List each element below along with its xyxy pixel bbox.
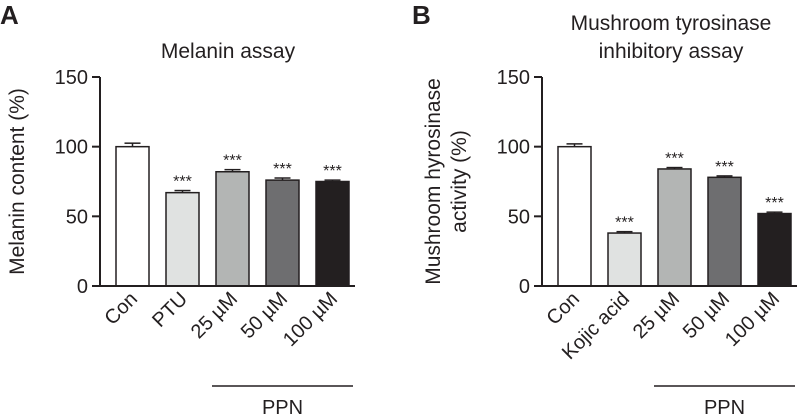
panel-b-bar xyxy=(657,168,692,287)
panel-a-category-label: PTU xyxy=(148,288,192,332)
panel-a-significance-label: *** xyxy=(323,163,342,180)
panel-a-y-axis-label: Melanin content (%) xyxy=(6,88,29,275)
panel-b-y-tick-label: 0 xyxy=(519,276,530,298)
panel-a-category-label: Con xyxy=(101,288,143,330)
panel-b-category-label: 100 µM xyxy=(721,288,784,351)
panel-a-chart-title: Melanin assay xyxy=(161,40,296,63)
panel-a-y-tick-label: 0 xyxy=(77,276,88,298)
panel-b-y-tick-label: 100 xyxy=(497,137,530,159)
panel-b-bar xyxy=(557,145,592,287)
panel-b-y-tick-label: 150 xyxy=(497,67,530,89)
panel-b-y-axis-label: activity (%) xyxy=(448,130,471,233)
panel-a-letter: A xyxy=(0,0,19,30)
panel-a-bar xyxy=(115,145,150,287)
panel-b-y-axis-label: Mushroom hyrosinase xyxy=(422,78,445,285)
panel-b-group-label: PPN xyxy=(704,397,745,418)
panel-b-category-label: 25 µM xyxy=(629,288,684,343)
panel-a-y-tick-label: 100 xyxy=(55,137,88,159)
panel-a-y-tick-label: 150 xyxy=(55,67,88,89)
panel-b-y-tick-label: 50 xyxy=(508,206,530,228)
panel-b-tyrosinase-chart: B Mushroom tyrosinase inhibitory assay Mush… xyxy=(412,0,797,418)
panel-b-significance-label: *** xyxy=(715,159,734,176)
panel-b-letter: B xyxy=(412,0,431,30)
panel-a-melanin-chart: A Melanin assay Melanin content (%) 0 50 100 1… xyxy=(0,0,355,418)
panel-a-bar xyxy=(315,180,350,287)
panel-b-significance-label: *** xyxy=(615,215,634,232)
panel-a-significance-label: *** xyxy=(173,174,192,191)
panel-a-significance-label: *** xyxy=(223,153,242,170)
panel-a-significance-label: *** xyxy=(273,161,292,178)
panel-a-category-label: 25 µM xyxy=(187,288,242,343)
panel-b-chart-title: Mushroom tyrosinase xyxy=(571,12,772,35)
panel-b-category-label: Con xyxy=(543,288,585,330)
panel-b-significance-label: *** xyxy=(765,195,784,212)
panel-b-bar xyxy=(607,232,642,287)
panel-b-significance-label: *** xyxy=(665,151,684,168)
panel-b-bar xyxy=(757,212,792,287)
panel-b-chart-title: inhibitory assay xyxy=(599,40,744,63)
panel-a-bar xyxy=(165,191,200,287)
panel-a-y-tick-label: 50 xyxy=(66,206,88,228)
panel-b-bar xyxy=(707,176,742,287)
panel-a-category-label: 100 µM xyxy=(279,288,342,351)
panel-a-bar xyxy=(265,179,300,287)
panel-a-group-label: PPN xyxy=(262,397,303,418)
panel-a-bar xyxy=(215,170,250,287)
